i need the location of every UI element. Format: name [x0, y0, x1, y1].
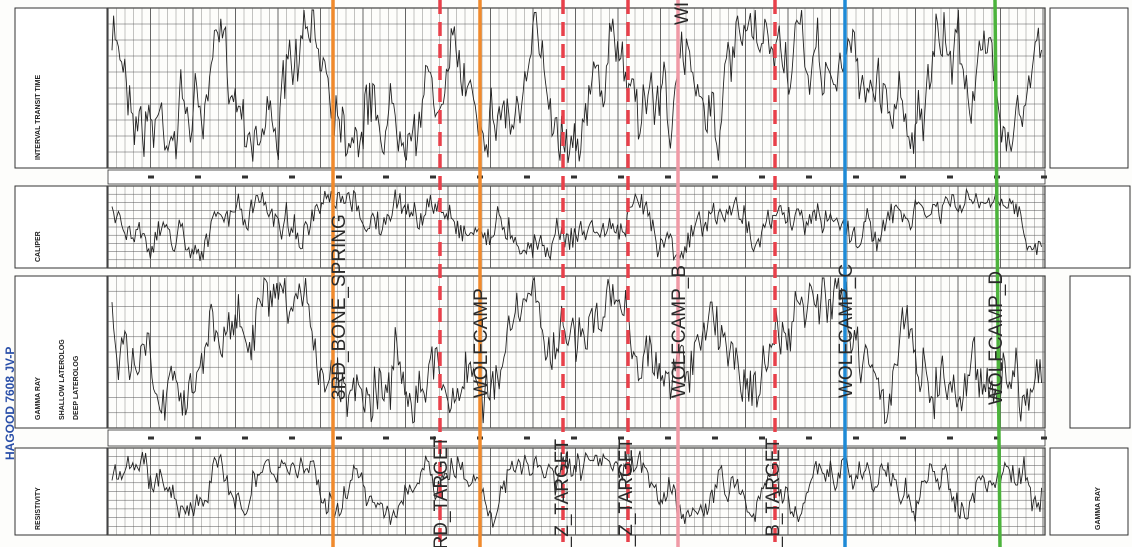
log-curve — [111, 276, 1043, 425]
depth-tick — [712, 175, 718, 179]
header-box — [1069, 275, 1131, 429]
header-box — [14, 7, 108, 169]
log-curve — [111, 450, 1043, 528]
depth-tick — [712, 436, 718, 440]
depth-tick — [524, 436, 530, 440]
depth-tick — [289, 175, 295, 179]
track-label: CALIPER — [35, 231, 42, 262]
depth-tick — [759, 436, 765, 440]
marker-label: R_Z_TARGET — [616, 437, 637, 547]
depth-tick — [1041, 175, 1047, 179]
depth-tick — [148, 175, 154, 179]
depth-tick — [900, 436, 906, 440]
depth-tick — [806, 436, 812, 440]
depth-tick — [571, 175, 577, 179]
depth-tick — [1041, 436, 1047, 440]
depth-tick — [994, 436, 1000, 440]
depth-tick — [759, 175, 765, 179]
log-curve — [111, 187, 1043, 262]
depth-tick — [336, 436, 342, 440]
header-box — [1049, 447, 1129, 536]
document-title: HAGOOD 7608 JV-P — [3, 347, 17, 460]
log-curves — [111, 9, 1043, 528]
track-label: GAMMA RAY — [35, 377, 42, 420]
header-box — [1049, 7, 1129, 169]
depth-tick — [195, 175, 201, 179]
depth-tick — [383, 436, 389, 440]
header-box — [1044, 185, 1131, 269]
track-label: INTERVAL TRANSIT TIME — [35, 75, 42, 161]
depth-tick — [618, 175, 624, 179]
track-label: SHALLOW LATEROLOG — [59, 339, 66, 420]
depth-tick — [947, 436, 953, 440]
depth-tick — [289, 436, 295, 440]
depth-tick — [242, 175, 248, 179]
depth-tick — [947, 175, 953, 179]
formation-markers: 3RD_BONE_SPRING 3RD_TARGET WOLFCAMP P_Z_TAR… — [329, 0, 1007, 547]
marker-label: 3RD_BONE_SPRING — [329, 214, 350, 400]
log-curve — [111, 9, 1043, 163]
marker-label: P_B_TARGET — [763, 437, 784, 547]
marker-line — [993, 0, 1002, 547]
header-box — [14, 447, 108, 536]
marker-label: WOLFCAMP — [471, 288, 492, 398]
depth-tick — [900, 175, 906, 179]
depth-tick — [571, 436, 577, 440]
track-label: DEEP LATEROLOG — [73, 355, 80, 420]
depth-tick — [665, 436, 671, 440]
marker-label: WI — [672, 2, 693, 25]
depth-tick — [618, 436, 624, 440]
marker-label: 3RD_TARGET — [431, 435, 452, 547]
depth-tick — [806, 175, 812, 179]
depth-tick — [524, 175, 530, 179]
depth-tick — [336, 175, 342, 179]
marker-label: WOLFCAMP_C — [836, 264, 857, 398]
depth-tick — [195, 436, 201, 440]
marker-label: WOLFCAMP_B — [669, 265, 690, 398]
depth-tick — [430, 175, 436, 179]
header-box — [14, 275, 108, 429]
depth-tick — [665, 175, 671, 179]
track-label: GAMMA RAY — [1095, 487, 1102, 530]
marker-label: WOLFCAMP_D — [986, 271, 1007, 405]
marker-label: P_Z_TARGET — [552, 439, 573, 547]
depth-tick — [383, 175, 389, 179]
depth-tick — [242, 436, 248, 440]
depth-tick — [148, 436, 154, 440]
header-box — [14, 185, 108, 269]
track-label: RESISTIVITY — [35, 487, 42, 530]
depth-tick — [430, 436, 436, 440]
log-grid — [14, 7, 1131, 536]
depth-tick — [853, 436, 859, 440]
depth-tick — [853, 175, 859, 179]
track-headers: INTERVAL TRANSIT TIME CALIPER GAMMA RAY RES… — [35, 75, 1102, 531]
